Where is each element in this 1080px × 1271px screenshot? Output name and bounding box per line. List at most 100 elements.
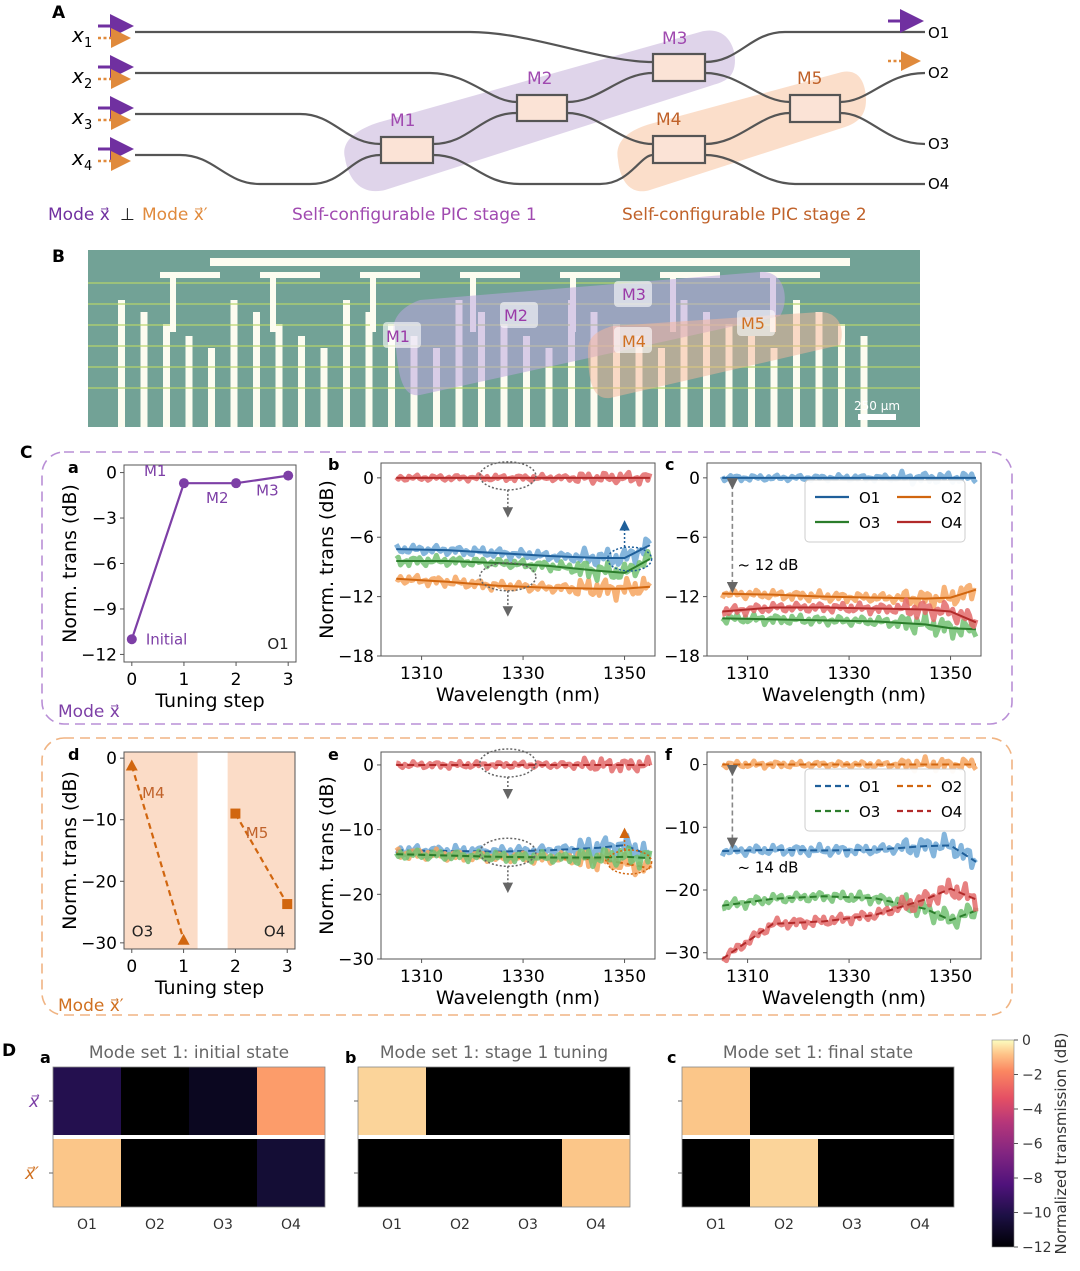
y-tick-label: 0 [689,756,700,776]
chip-pad-trace [815,312,823,427]
heatmap-cell [682,1067,750,1135]
data-point [283,470,294,481]
input-x2: x 2 [71,55,134,92]
panel-letter-e: e [328,745,339,764]
column-label: O4 [586,1217,606,1233]
x-axis-label: Tuning step [154,690,264,712]
heatmap-title: Mode set 1: stage 1 tuning [380,1043,608,1063]
annotation: M4 [142,784,165,802]
x-tick-label: 3 [283,670,294,690]
heatmap-cell [494,1139,562,1207]
data-point-square [230,808,241,819]
svg-text:x: x [71,105,84,129]
column-label: O3 [842,1217,862,1233]
plot-frame [380,751,656,960]
y-tick-label: 0 [363,469,374,489]
chip-pad-trace [253,312,260,427]
x-tick-label: 1310 [726,664,769,684]
heatmap-cell [53,1067,121,1135]
chip-pad-trace [748,336,755,427]
panel-label-c: C [20,443,32,463]
output-label-o1: O1 [928,24,949,42]
stage1-label: Self-configurable PIC stage 1 [292,205,537,225]
x-tick-label: 1310 [400,664,443,684]
heatmap-frame [357,1066,631,1208]
mode-xp-box [41,737,1013,1016]
heatmaps-layer: a Mode set 1: initial state O1 O2 O3 O4 x⃗ x⃗′ b… [24,1033,1070,1256]
colorbar-label: Normalized transmission (dB) [1052,1033,1070,1255]
y-tick-label: −18 [338,647,374,667]
annotation: M2 [206,489,229,507]
chip-pad-trace [388,324,395,427]
column-label: O2 [774,1217,794,1233]
x-tick-label: 3 [282,957,293,977]
series-fit-o3 [396,853,650,860]
heatmap-cell [121,1067,189,1135]
x-tick-label: 1350 [929,967,972,987]
series-fit-o3 [396,558,651,574]
chip-pad-trace [140,312,148,427]
annotation: O3 [132,923,153,941]
mode-xp-legend: Mode x⃗′ [142,205,208,225]
highlight-ellipse [606,546,653,572]
x-axis-label: Wavelength (nm) [436,684,600,706]
y-tick-label: 0 [363,756,374,776]
chip-pad-trace [793,300,800,427]
y-tick-label: −9 [92,600,117,620]
mzi-m5 [788,93,842,124]
y-tick-label: −30 [338,950,374,970]
chip-heater-trace [460,272,520,278]
legend-label-o4: O4 [941,803,962,821]
column-label: O1 [77,1217,97,1233]
heatmap-cell [189,1067,257,1135]
chip-pad-trace [838,324,845,427]
panel-letter: c [667,1048,676,1067]
row-label-xp: x⃗′ [24,1164,39,1184]
y-tick-label: 0 [106,749,117,769]
mode-x-legend: Mode x⃗ [48,205,110,225]
plot-frame [380,462,656,657]
x-tick-label: 2 [231,670,242,690]
charts-layer: a 0 −3 −6 −9 −12 0 1 2 3 Tuning step Norm. trans (d… [59,455,982,1009]
heatmap-Db: b Mode set 1: stage 1 tuning O1 O2 O3 O4 [345,1043,631,1233]
x-tick-label: 1330 [501,664,544,684]
heatmap-cell [750,1139,818,1207]
chip-pad-trace [860,336,868,427]
chip-label-m4: M4 [622,332,646,351]
legend-label-o1: O1 [859,489,880,507]
chip-pad-trace [185,336,193,427]
svg-text:2: 2 [84,77,92,92]
chip-pad-trace [163,324,170,427]
panel-letter: b [345,1048,356,1067]
colorbar-tick-label: −10 [1022,1206,1052,1222]
chip-label-m2: M2 [504,306,528,325]
y-axis-label: Norm. trans (dB) [59,484,81,643]
x-tick-label: 1310 [400,967,443,987]
output-label-o3: O3 [928,135,949,153]
chip-pad-trace [523,336,530,427]
series-raw-o2 [720,754,978,774]
mzi-m3 [651,52,707,83]
x-tick-label: 1330 [827,664,870,684]
series-line [234,813,289,905]
svg-text:x: x [71,23,84,47]
annotation: O4 [264,923,285,941]
x-tick-label: 1350 [929,664,972,684]
x-axis-label: Tuning step [154,977,264,999]
chip-heater-trace [260,272,320,278]
column-label: O1 [382,1217,402,1233]
heatmap-title: Mode set 1: initial state [89,1043,289,1063]
heatmap-Dc: c Mode set 1: final state O1 O2 O3 O4 [667,1043,955,1233]
x-tick-label: 1330 [827,967,870,987]
waveguide-2 [135,71,518,104]
chip-pad-trace [118,300,125,427]
svg-text:x: x [71,64,84,88]
heatmap-cell [562,1067,630,1135]
column-label: O4 [281,1217,301,1233]
y-axis-label: Norm. trans (dB) [316,480,338,639]
y-tick-label: −10 [338,821,374,841]
column-label: O2 [145,1217,165,1233]
chip-pad-trace [568,300,575,427]
